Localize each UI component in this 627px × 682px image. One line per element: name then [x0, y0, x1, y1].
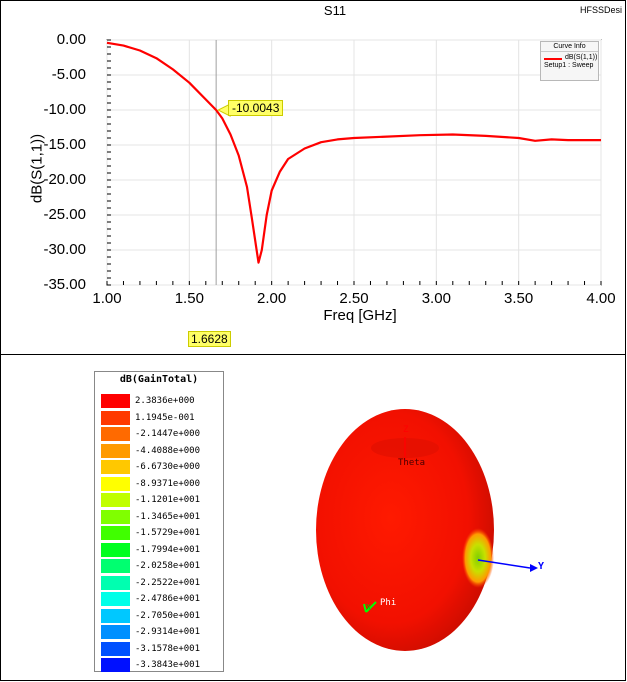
colorbar-level: 2.3836e+000	[101, 394, 219, 408]
colorbar-swatch	[101, 460, 130, 474]
y-tick-label: -35.00	[43, 276, 86, 293]
colorbar-value: -2.2522e+001	[135, 577, 201, 588]
x-tick-label: 3.00	[421, 290, 451, 307]
colorbar-swatch	[101, 427, 130, 441]
colorbar-title: dB(GainTotal)	[119, 374, 199, 385]
colorbar-swatch	[101, 575, 130, 590]
phi-label: Phi	[380, 598, 397, 608]
colorbar-value: -3.3843e+001	[135, 660, 201, 670]
colorbar-value: -2.4786e+001	[135, 594, 201, 604]
colorbar-swatch	[101, 443, 130, 458]
colorbar-level: -2.2522e+001	[101, 575, 219, 590]
colorbar-swatch	[101, 394, 130, 408]
colorbar-level: -1.1201e+001	[101, 493, 219, 507]
colorbar-value: -1.3465e+001	[135, 511, 201, 522]
plot-area	[106, 39, 602, 286]
colorbar-value: -2.0258e+001	[135, 561, 201, 571]
plot-title: S11	[323, 3, 347, 18]
y-tick-label: -20.00	[43, 171, 86, 188]
colorbar-level: -8.9371e+000	[101, 476, 219, 491]
x-axis-label: Freq [GHz]	[323, 307, 397, 324]
colorbar-swatch	[101, 476, 130, 491]
colorbar-level: -1.5729e+001	[101, 526, 219, 540]
colorbar-value: -1.5729e+001	[135, 528, 201, 538]
x-tick-label: 4.00	[586, 290, 616, 307]
colorbar-value: -1.1201e+001	[135, 495, 201, 505]
colorbar-level: -2.9314e+001	[101, 625, 219, 639]
colorbar-value: -2.7050e+001	[135, 610, 201, 621]
colorbar-level: -3.3843e+001	[101, 658, 219, 672]
colorbar-value: -4.4088e+000	[135, 445, 201, 456]
y-tick-label: 0.00	[56, 31, 86, 48]
colorbar-swatch	[101, 509, 130, 524]
colorbar-value: 1.1945e-001	[135, 412, 195, 423]
colorbar-swatch	[101, 608, 130, 623]
colorbar-level: -2.1447e+000	[101, 427, 219, 441]
colorbar-value: -8.9371e+000	[135, 478, 201, 489]
colorbar-swatch	[101, 493, 130, 507]
colorbar-swatch	[101, 559, 130, 573]
colorbar-swatch	[101, 658, 130, 672]
y-tick-label: -25.00	[43, 206, 86, 223]
marker-x-value[interactable]: 1.6628	[188, 331, 231, 347]
colorbar-level: -3.1578e+001	[101, 641, 219, 656]
colorbar-level: -2.4786e+001	[101, 592, 219, 606]
y-axis-label: dB(S(1,1))	[28, 133, 46, 204]
colorbar-level: -4.4088e+000	[101, 443, 219, 458]
theta-label: Theta	[398, 458, 426, 468]
x-tick-label: 2.50	[339, 290, 369, 307]
y-tick-label: -10.00	[43, 101, 86, 118]
colorbar-value: -3.1578e+001	[135, 643, 201, 654]
y-tick-label: -30.00	[43, 241, 86, 258]
x-tick-label: 2.00	[257, 290, 287, 307]
x-tick-label: 3.50	[504, 290, 534, 307]
corner-label: HFSSDesi	[580, 5, 623, 15]
series-line-s11	[106, 41, 601, 264]
colorbar-legend: dB(GainTotal) 2.3836e+000 1.1945e-001 -2.1…	[94, 371, 224, 672]
x-tick-label: 1.00	[92, 290, 122, 307]
x-tick-label: 1.50	[174, 290, 204, 307]
x-axis-label-3d: X	[366, 603, 371, 612]
y-axis-label-3d: Y	[538, 561, 545, 572]
marker-y-value[interactable]: -10.0043	[228, 100, 284, 116]
colorbar-value: -2.1447e+000	[135, 429, 201, 439]
colorbar-swatch	[101, 641, 130, 656]
colorbar-value: -6.6730e+000	[135, 462, 201, 472]
legend-entry: dB(S(1,1))	[541, 54, 598, 62]
legend-swatch	[544, 58, 562, 60]
colorbar-swatch	[101, 410, 130, 425]
y-tick-label: -5.00	[51, 66, 86, 83]
legend: Curve Info dB(S(1,1)) Setup1 : Sweep	[540, 41, 599, 81]
colorbar-level: -6.6730e+000	[101, 460, 219, 474]
colorbar-value: -2.9314e+001	[135, 627, 201, 637]
colorbar-level: 1.1945e-001	[101, 410, 219, 425]
colorbar-level: -1.7994e+001	[101, 542, 219, 557]
colorbar-level: -1.3465e+001	[101, 509, 219, 524]
colorbar-swatch	[101, 526, 130, 540]
colorbar-value: -1.7994e+001	[135, 544, 201, 555]
legend-setup: Setup1 : Sweep	[544, 62, 594, 69]
legend-series-name: dB(S(1,1))	[565, 54, 598, 61]
legend-title: Curve Info	[541, 42, 598, 52]
colorbar-level: -2.0258e+001	[101, 559, 219, 573]
colorbar-value: 2.3836e+000	[135, 396, 195, 406]
colorbar-swatch	[101, 625, 130, 639]
colorbar-swatch	[101, 592, 130, 606]
colorbar-level: -2.7050e+001	[101, 608, 219, 623]
z-axis-label: Z	[403, 425, 409, 435]
colorbar-swatch	[101, 542, 130, 557]
y-tick-label: -15.00	[43, 136, 86, 153]
